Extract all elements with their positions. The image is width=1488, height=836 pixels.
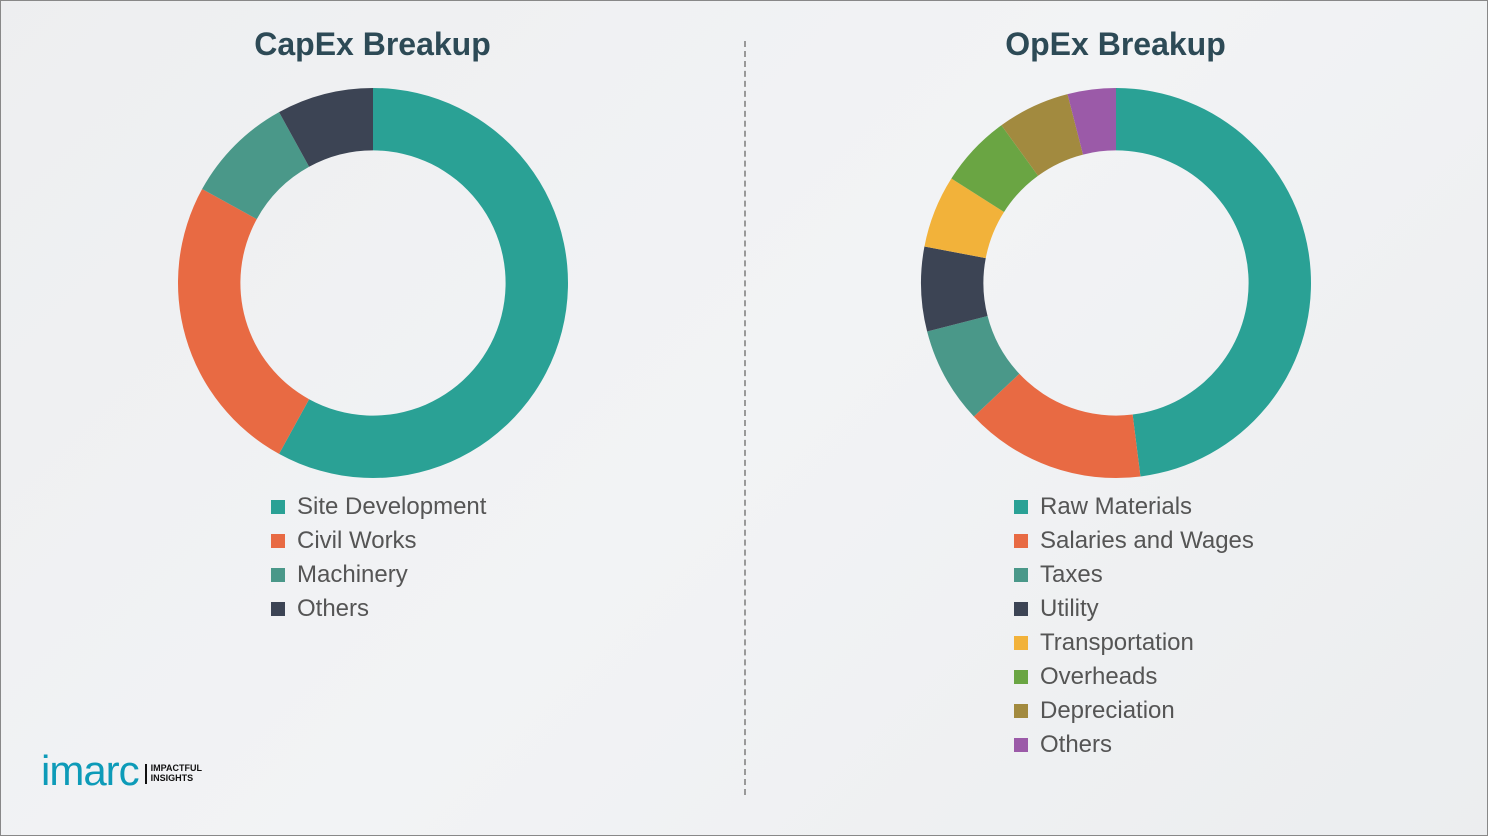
legend-label: Taxes bbox=[1040, 561, 1103, 589]
logo-text: imarc bbox=[41, 747, 139, 795]
legend-swatch bbox=[271, 568, 285, 582]
capex-chart-wrapper bbox=[163, 83, 583, 483]
opex-panel: OpEx Breakup Raw Materials Salaries and W… bbox=[744, 1, 1487, 835]
legend-label: Civil Works bbox=[297, 527, 417, 555]
legend-label: Overheads bbox=[1040, 663, 1157, 691]
legend-swatch bbox=[1014, 568, 1028, 582]
legend-swatch bbox=[1014, 738, 1028, 752]
legend-swatch bbox=[1014, 602, 1028, 616]
legend-label: Site Development bbox=[297, 493, 486, 521]
legend-item: Others bbox=[271, 595, 486, 623]
legend-label: Depreciation bbox=[1040, 697, 1175, 725]
legend-item: Overheads bbox=[1014, 663, 1254, 691]
logo-tagline: IMPACTFUL INSIGHTS bbox=[145, 764, 202, 784]
legend-item: Utility bbox=[1014, 595, 1254, 623]
donut-slice bbox=[1116, 88, 1311, 476]
legend-swatch bbox=[271, 500, 285, 514]
legend-label: Machinery bbox=[297, 561, 408, 589]
capex-title: CapEx Breakup bbox=[254, 26, 491, 63]
capex-panel: CapEx Breakup Site Development Civil Work… bbox=[1, 1, 744, 835]
legend-swatch bbox=[1014, 670, 1028, 684]
legend-label: Raw Materials bbox=[1040, 493, 1192, 521]
legend-label: Salaries and Wages bbox=[1040, 527, 1254, 555]
capex-legend: Site Development Civil Works Machinery Othe… bbox=[271, 493, 486, 629]
legend-item: Civil Works bbox=[271, 527, 486, 555]
opex-chart-wrapper bbox=[906, 83, 1326, 483]
legend-swatch bbox=[1014, 500, 1028, 514]
opex-legend: Raw Materials Salaries and Wages Taxes Util… bbox=[1014, 493, 1254, 765]
legend-label: Transportation bbox=[1040, 629, 1194, 657]
legend-swatch bbox=[1014, 636, 1028, 650]
legend-item: Machinery bbox=[271, 561, 486, 589]
legend-swatch bbox=[271, 534, 285, 548]
logo-tagline-line2: INSIGHTS bbox=[151, 774, 202, 784]
legend-swatch bbox=[271, 602, 285, 616]
legend-label: Others bbox=[297, 595, 369, 623]
legend-item: Taxes bbox=[1014, 561, 1254, 589]
donut-slice bbox=[177, 189, 308, 454]
main-container: CapEx Breakup Site Development Civil Work… bbox=[1, 1, 1487, 835]
opex-donut-chart bbox=[916, 83, 1316, 483]
legend-swatch bbox=[1014, 704, 1028, 718]
legend-item: Raw Materials bbox=[1014, 493, 1254, 521]
legend-item: Transportation bbox=[1014, 629, 1254, 657]
vertical-divider bbox=[744, 41, 746, 795]
legend-item: Site Development bbox=[271, 493, 486, 521]
legend-label: Utility bbox=[1040, 595, 1099, 623]
legend-item: Others bbox=[1014, 731, 1254, 759]
legend-item: Salaries and Wages bbox=[1014, 527, 1254, 555]
logo: imarc IMPACTFUL INSIGHTS bbox=[41, 747, 202, 795]
legend-label: Others bbox=[1040, 731, 1112, 759]
capex-donut-chart bbox=[173, 83, 573, 483]
legend-item: Depreciation bbox=[1014, 697, 1254, 725]
opex-title: OpEx Breakup bbox=[1005, 26, 1226, 63]
legend-swatch bbox=[1014, 534, 1028, 548]
